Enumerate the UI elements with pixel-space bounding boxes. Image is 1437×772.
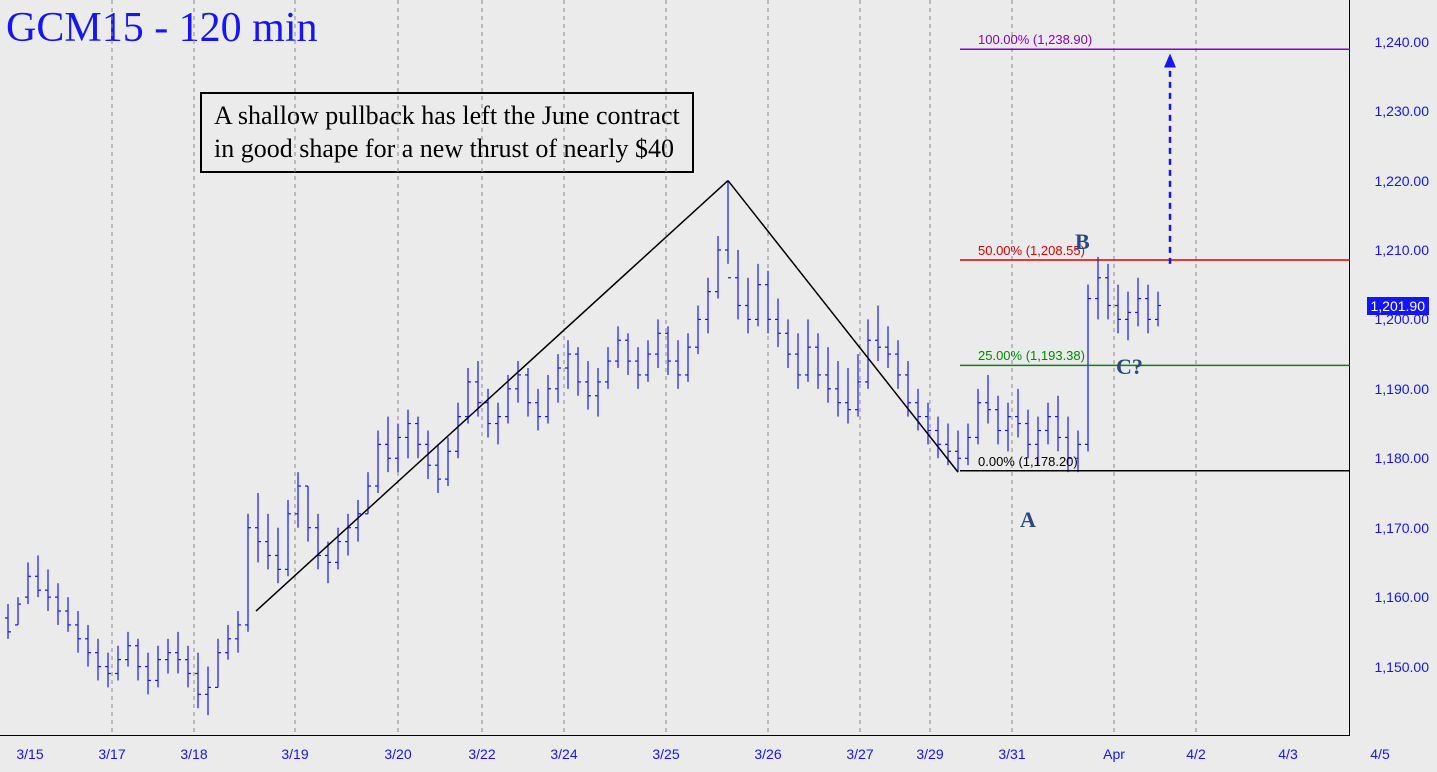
x-axis-label: 3/19 <box>281 746 308 762</box>
x-axis-label: 3/15 <box>16 746 43 762</box>
wave-label: B <box>1075 229 1090 255</box>
y-axis-label: 1,160.00 <box>1375 589 1430 605</box>
y-axis-label: 1,230.00 <box>1375 103 1430 119</box>
x-axis-label: 3/31 <box>998 746 1025 762</box>
y-axis-label: 1,180.00 <box>1375 450 1430 466</box>
x-axis-label: 4/5 <box>1370 746 1389 762</box>
y-axis-label: 1,210.00 <box>1375 242 1430 258</box>
x-axis-label: Apr <box>1103 746 1125 762</box>
chart-title: GCM15 - 120 min <box>6 4 318 52</box>
y-axis-label: 1,150.00 <box>1375 659 1430 675</box>
x-axis-label: 3/22 <box>468 746 495 762</box>
fib-level-label: 100.00% (1,238.90) <box>978 32 1092 47</box>
x-axis-label: 3/20 <box>384 746 411 762</box>
y-axis-label: 1,190.00 <box>1375 381 1430 397</box>
x-axis-label: 3/25 <box>652 746 679 762</box>
x-axis-label: 3/27 <box>846 746 873 762</box>
annotation-line1: A shallow pullback has left the June con… <box>214 100 680 133</box>
x-axis-label: 3/24 <box>550 746 577 762</box>
x-axis-label: 4/3 <box>1278 746 1297 762</box>
chart-plot-area[interactable]: GCM15 - 120 min A shallow pullback has l… <box>0 0 1350 736</box>
annotation-line2: in good shape for a new thrust of nearly… <box>214 133 680 166</box>
y-axis-label: 1,170.00 <box>1375 520 1430 536</box>
y-axis-label: 1,220.00 <box>1375 173 1430 189</box>
x-axis-label: 3/17 <box>98 746 125 762</box>
x-axis-label: 3/29 <box>916 746 943 762</box>
y-axis: 1,150.00 1,160.00 1,170.00 1,180.00 1,190.00… <box>1351 0 1437 736</box>
fib-level-label: 25.00% (1,193.38) <box>978 348 1085 363</box>
current-price-badge: 1,201.90 <box>1367 297 1430 315</box>
wave-label: C? <box>1116 354 1143 380</box>
fib-level-label: 0.00% (1,178.20) <box>978 454 1078 469</box>
wave-label: A <box>1020 507 1036 533</box>
x-axis: 3/15 3/17 3/18 3/19 3/20 3/22 3/24 3/25 3/26 3/27… <box>0 736 1437 772</box>
x-axis-label: 3/18 <box>180 746 207 762</box>
x-axis-label: 4/2 <box>1186 746 1205 762</box>
y-axis-label: 1,240.00 <box>1375 34 1430 50</box>
fib-level-label: 50.00% (1,208.55) <box>978 243 1085 258</box>
annotation-box: A shallow pullback has left the June con… <box>200 92 694 173</box>
x-axis-label: 3/26 <box>754 746 781 762</box>
